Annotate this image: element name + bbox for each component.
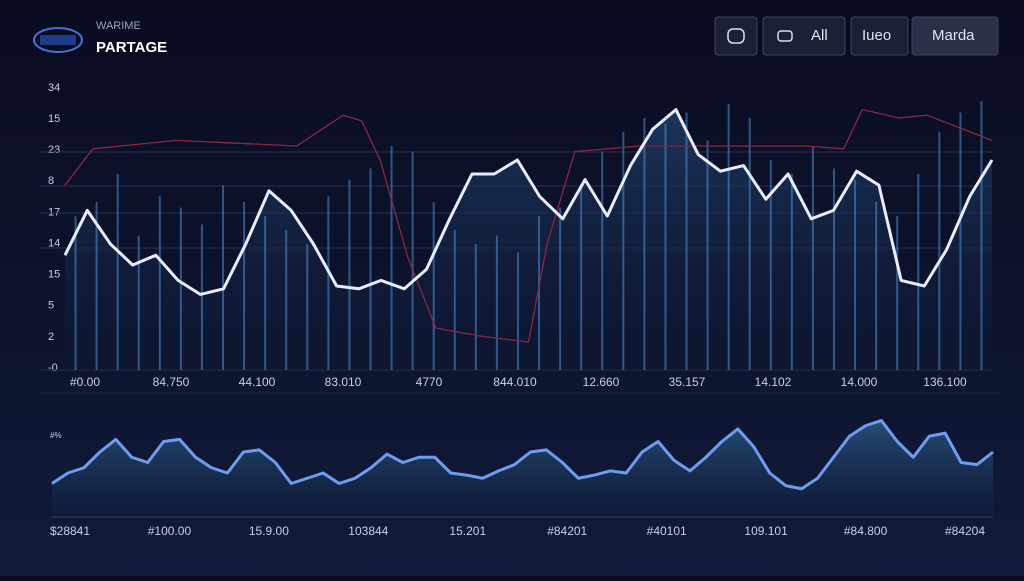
spike (938, 132, 941, 370)
spike (74, 216, 77, 370)
x-label: 12.660 (583, 375, 620, 389)
x-label: #0.00 (70, 375, 100, 389)
y-label: 5 (48, 300, 54, 312)
button[interactable] (911, 16, 999, 56)
button[interactable] (850, 16, 909, 56)
logo (33, 27, 83, 53)
spike (790, 174, 793, 370)
button-label: All (811, 27, 828, 44)
spike (896, 216, 899, 370)
y-label: 8 (48, 175, 54, 187)
icon-button[interactable] (714, 16, 758, 56)
spike (685, 112, 688, 371)
x-label: 83.010 (325, 375, 362, 389)
spike (854, 179, 857, 370)
y-label: 17 (48, 206, 60, 218)
x-label: 4770 (416, 375, 443, 389)
y-label: 34 (48, 82, 60, 94)
spike (95, 202, 98, 370)
x-label: 84.750 (153, 375, 190, 389)
spike (495, 235, 498, 370)
button-label: Marda (932, 27, 975, 44)
y-label: -0 (48, 362, 58, 374)
x-label: 103844 (348, 524, 388, 538)
button[interactable] (762, 16, 846, 56)
spike (158, 196, 161, 370)
spike (559, 207, 562, 370)
spike (137, 235, 140, 370)
y-label: #% (50, 431, 62, 440)
x-label: 844.010 (493, 375, 537, 389)
spike (980, 101, 983, 370)
x-label: 136.100 (923, 375, 967, 389)
spike (264, 216, 267, 370)
secondary-line (64, 108, 993, 343)
spike (832, 168, 835, 370)
spike (432, 202, 435, 370)
x-label: 14.000 (841, 375, 878, 389)
spike (243, 202, 246, 370)
spike (664, 123, 667, 370)
y-label: 15 (48, 269, 60, 281)
main-line (63, 108, 994, 296)
spike (390, 146, 393, 370)
x-label: 15.201 (449, 524, 486, 538)
icon (727, 28, 745, 44)
x-label: 44.100 (239, 375, 276, 389)
x-label: 14.102 (755, 375, 792, 389)
x-label: #84.800 (844, 524, 888, 538)
title: PARTAGE (96, 39, 167, 56)
spike (727, 104, 730, 370)
x-label: $28841 (50, 524, 90, 538)
x-label: #100.00 (148, 524, 192, 538)
spike (411, 151, 414, 370)
area-line (51, 419, 994, 491)
spike (474, 244, 477, 370)
x-label: #84204 (945, 524, 985, 538)
x-label: #84201 (547, 524, 587, 538)
spike (116, 174, 119, 370)
spike (200, 224, 203, 370)
y-label: 23 (48, 144, 60, 156)
spike (622, 132, 625, 370)
y-label: 2 (48, 331, 54, 343)
spike (179, 207, 182, 370)
area-fill (65, 109, 992, 370)
y-label: 15 (48, 113, 60, 125)
spike (643, 118, 646, 370)
x-label: #40101 (647, 524, 687, 538)
spike (327, 196, 330, 370)
spike (348, 179, 351, 370)
spike (769, 160, 772, 370)
spike (706, 140, 709, 370)
spike (285, 230, 288, 370)
spike (917, 174, 920, 370)
spike (580, 185, 583, 370)
x-label: 15.9.00 (249, 524, 289, 538)
icon (777, 30, 793, 42)
x-label: 35.157 (669, 375, 706, 389)
spike (959, 112, 962, 371)
spike (306, 244, 309, 370)
subtitle: WARIME (96, 20, 141, 32)
x-label: 109.101 (744, 524, 788, 538)
spike (516, 252, 519, 370)
spike (538, 216, 541, 370)
spike (875, 202, 878, 370)
button-label: Iueo (862, 27, 891, 44)
spike (811, 146, 814, 370)
spike (222, 185, 225, 370)
y-label: 14 (48, 237, 60, 249)
spike (601, 151, 604, 370)
area-fill (52, 420, 993, 515)
spike (453, 230, 456, 370)
spike (369, 168, 372, 370)
spike (748, 118, 751, 370)
